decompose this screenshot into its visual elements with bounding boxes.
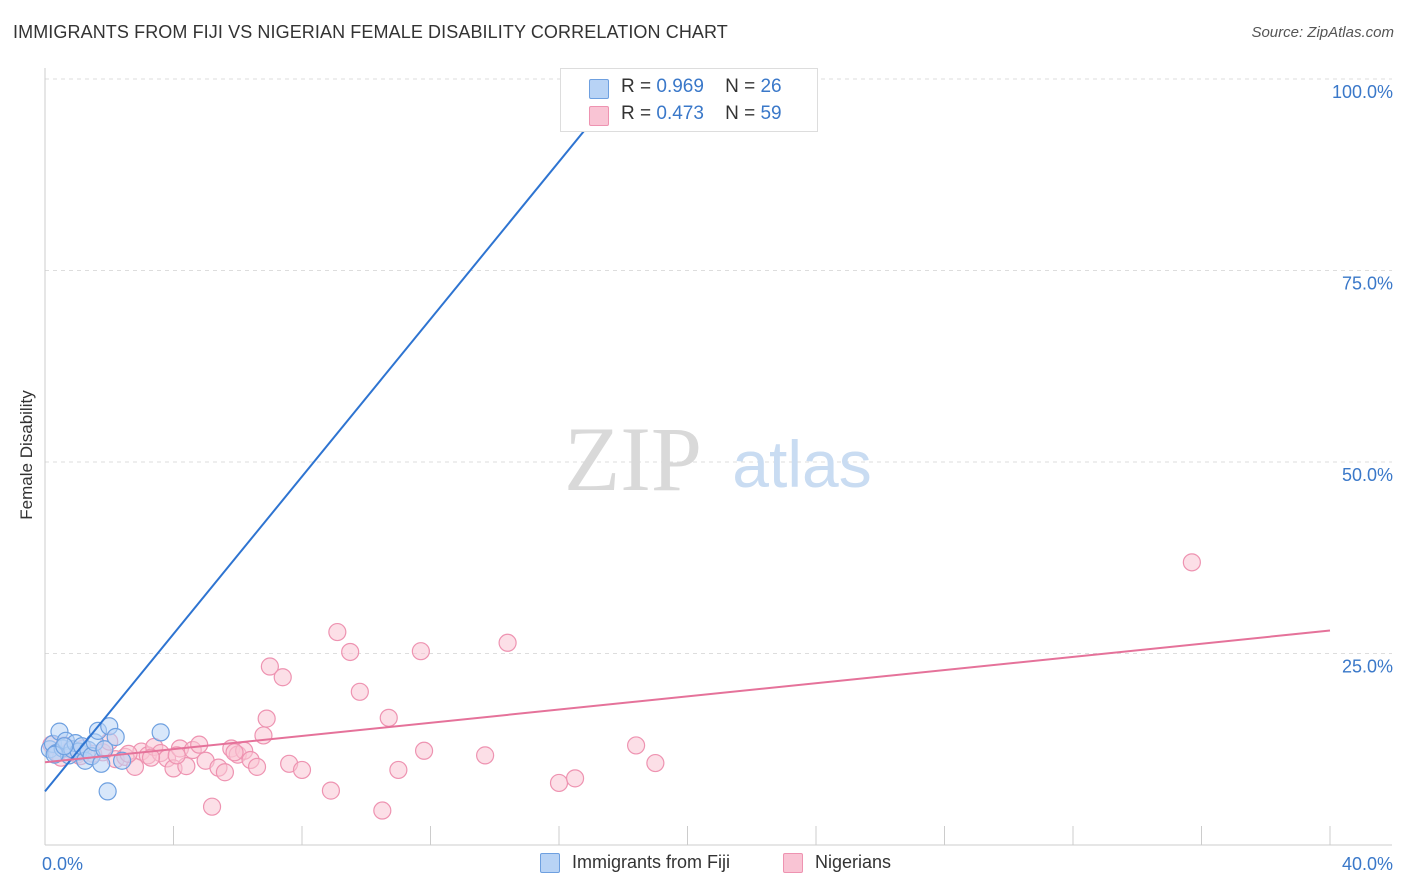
tick-labels: 25.0% 50.0% 75.0% 100.0% 0.0% 40.0% [42, 82, 1393, 874]
nigerians-point-40 [350, 682, 369, 701]
nigerians-point-48 [549, 773, 569, 793]
gridlines [45, 78, 1392, 654]
nig-r-value: 0.473 [656, 103, 704, 124]
y-tick-label-3: 100.0% [1332, 82, 1393, 102]
fiji-legend-label: Immigrants from Fiji [572, 852, 731, 872]
nigerians-points [42, 553, 1201, 820]
nig-n-label: N = [725, 103, 756, 124]
fiji-point-24 [55, 737, 74, 756]
y-tick-label-0: 25.0% [1342, 657, 1393, 677]
nigerians-trend-line [44, 629, 1331, 764]
nigerians-point-50 [626, 736, 646, 755]
y-tick-label-1: 50.0% [1342, 465, 1393, 485]
nigerians-point-47 [498, 633, 517, 652]
nigerians-point-51 [646, 753, 665, 773]
fiji-trend-line [44, 78, 628, 793]
fiji-point-17 [95, 740, 114, 759]
nig-r-label: R = [621, 103, 652, 124]
watermark-atlas: atlas [732, 427, 871, 501]
fiji-n-value: 26 [760, 76, 782, 97]
nigerians-point-37 [321, 781, 341, 800]
nigerians-point-56 [167, 746, 186, 765]
nigerians-point-34 [273, 668, 292, 687]
nigerians-point-36 [292, 760, 312, 780]
nigerians-point-44 [411, 642, 430, 661]
nigerians-point-42 [379, 708, 398, 727]
nigerians-legend-label: Nigerians [815, 852, 892, 872]
nigerians-point-57 [225, 743, 244, 762]
fiji-points [40, 69, 636, 801]
legend-fiji-text: R = 0.969 N = 26 [621, 76, 782, 98]
nigerians-point-52 [1182, 553, 1201, 572]
nigerians-point-39 [341, 642, 360, 662]
nigerians-point-23 [202, 797, 222, 816]
watermark-zip: ZIP [564, 408, 702, 510]
fiji-point-21 [112, 751, 132, 770]
fiji-point-18 [98, 782, 117, 801]
nigerians-point-32 [257, 709, 276, 728]
y-tick-label-2: 75.0% [1342, 274, 1393, 294]
legend-nigerians-text: R = 0.473 N = 59 [621, 103, 782, 125]
trend-lines [44, 78, 1331, 793]
fiji-legend-swatch [540, 853, 560, 873]
nigerians-legend-swatch [783, 853, 803, 873]
watermark: ZIP atlas [564, 408, 872, 510]
nigerians-point-41 [373, 801, 392, 820]
fiji-n-label: N = [725, 76, 756, 97]
chart-title: IMMIGRANTS FROM FIJI VS NIGERIAN FEMALE … [13, 22, 728, 42]
nig-n-value: 59 [760, 103, 782, 124]
nigerians-point-38 [328, 622, 347, 642]
nigerians-point-46 [476, 746, 495, 765]
nigerians-point-33 [260, 657, 279, 676]
nigerians-point-25 [215, 763, 234, 782]
nigerians-point-30 [247, 757, 267, 776]
fiji-point-20 [106, 727, 125, 747]
fiji-point-22 [151, 723, 170, 742]
nigerians-point-45 [414, 741, 434, 760]
nigerians-swatch [589, 106, 609, 126]
fiji-r-value: 0.969 [656, 76, 704, 97]
source-label: Source: ZipAtlas.com [1251, 24, 1394, 41]
x-tick-label-1: 40.0% [1342, 854, 1393, 874]
nigerians-point-43 [389, 760, 408, 780]
nigerians-point-49 [565, 769, 585, 788]
axes [44, 68, 1392, 846]
x-tick-label-0: 0.0% [42, 854, 83, 874]
nigerians-point-21 [190, 735, 209, 754]
nigerians-point-58 [141, 748, 161, 767]
stats-legend: R = 0.969 N = 26 R = 0.473 N = 59 [560, 68, 818, 132]
fiji-r-label: R = [621, 76, 652, 97]
fiji-swatch [589, 79, 609, 99]
